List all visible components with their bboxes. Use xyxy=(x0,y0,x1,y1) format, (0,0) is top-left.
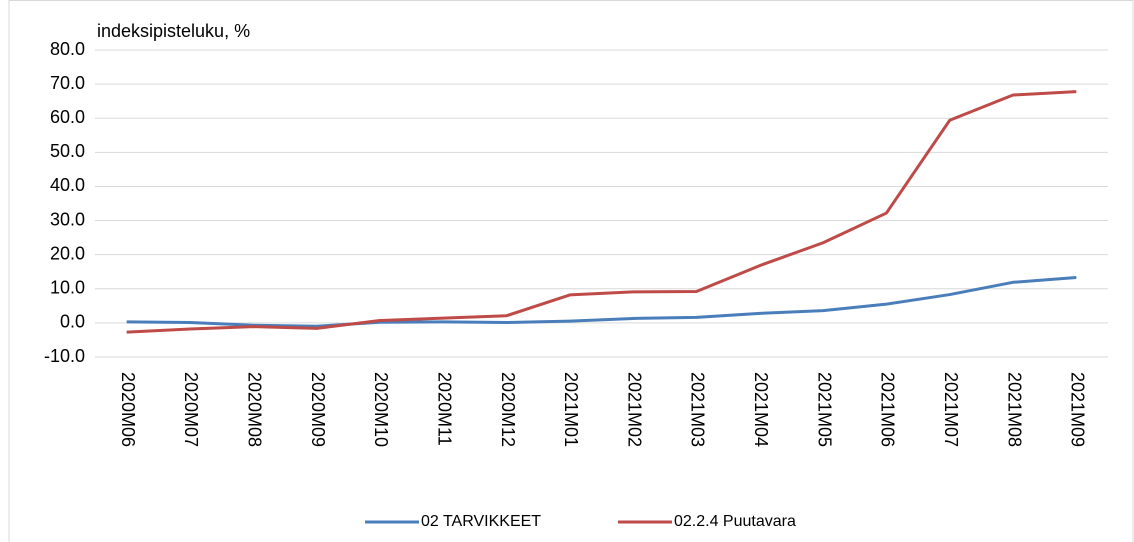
y-tick-label: 60.0 xyxy=(50,107,85,127)
y-tick-label: -10.0 xyxy=(44,346,85,366)
x-tick-label: 2021M03 xyxy=(688,372,708,447)
y-tick-label: 40.0 xyxy=(50,175,85,195)
legend-label: 02.2.4 Puutavara xyxy=(674,513,796,530)
x-tick-label: 2020M06 xyxy=(118,372,138,447)
x-tick-label: 2020M12 xyxy=(498,372,518,447)
y-tick-label: 20.0 xyxy=(50,243,85,263)
x-tick-label: 2021M02 xyxy=(624,372,644,447)
x-tick-label: 2021M09 xyxy=(1068,372,1088,447)
y-tick-label: 50.0 xyxy=(50,141,85,161)
x-tick-label: 2021M01 xyxy=(561,372,581,447)
x-tick-label: 2021M05 xyxy=(814,372,834,447)
data-line xyxy=(126,90,1077,334)
data-line xyxy=(126,276,1077,328)
x-tick-label: 2021M06 xyxy=(878,372,898,447)
y-tick-label: 80.0 xyxy=(50,39,85,59)
y-tick-label: 30.0 xyxy=(50,209,85,229)
x-tick-label: 2020M11 xyxy=(434,372,454,446)
x-tick-label: 2020M09 xyxy=(308,372,328,447)
x-tick-label: 2020M10 xyxy=(371,372,391,447)
x-tick-label: 2020M08 xyxy=(245,372,265,447)
x-tick-label: 2021M04 xyxy=(751,372,771,447)
y-tick-label: 0.0 xyxy=(60,312,85,332)
chart-frame xyxy=(8,0,1134,542)
x-tick-label: 2021M07 xyxy=(941,372,961,447)
y-tick-label: 70.0 xyxy=(50,73,85,93)
legend-label: 02 TARVIKKEET xyxy=(421,513,541,530)
x-tick-label: 2020M07 xyxy=(181,372,201,447)
x-tick-label: 2021M08 xyxy=(1004,372,1024,447)
y-tick-label: 10.0 xyxy=(50,278,85,298)
y-axis-label: indeksipisteluku, % xyxy=(97,21,250,41)
